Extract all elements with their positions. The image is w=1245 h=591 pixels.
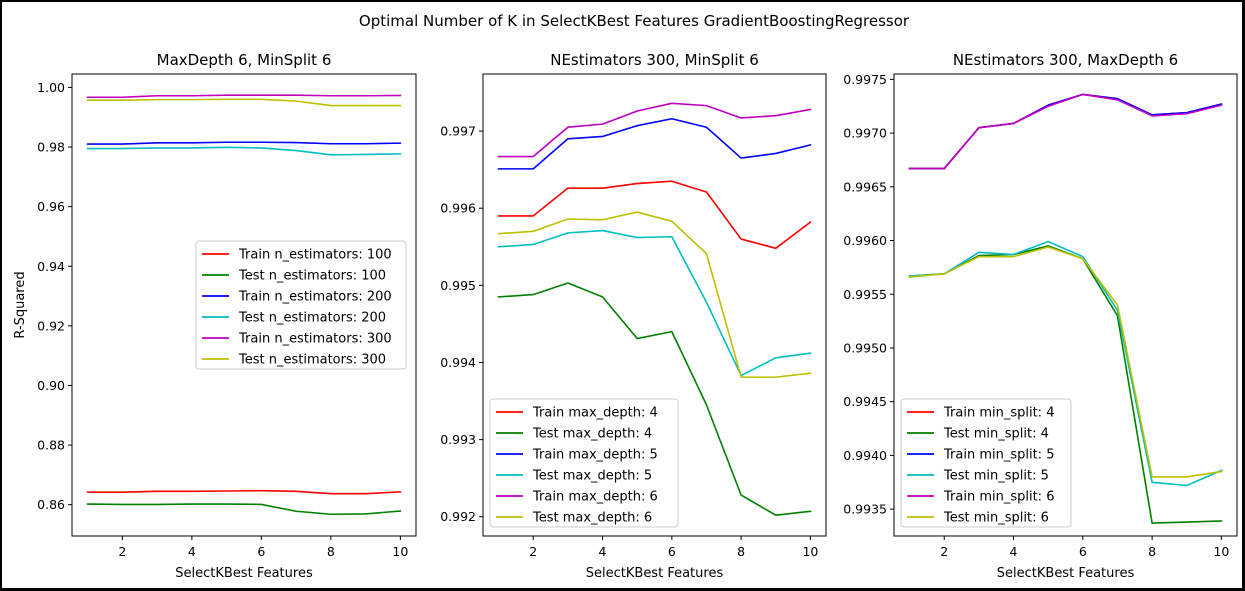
x-tick-label: 2 [529,544,537,559]
subplot-title: MaxDepth 6, MinSplit 6 [157,51,332,69]
series-line-1 [86,489,402,495]
y-tick-label: 0.995 [440,278,476,293]
x-tick-label: 8 [1148,544,1156,559]
series-line-1 [497,180,812,250]
subplot-title: NEstimators 300, MaxDepth 6 [953,51,1178,69]
legend-label-4: Test min_split: 5 [943,469,1049,484]
y-tick-label: 0.9940 [843,448,887,463]
series-line-3 [497,117,812,170]
x-tick-label: 8 [737,544,745,559]
subplot-1: MaxDepth 6, MinSplit 6 2 4 6 8 10 0.86 0.88 0.90… [13,51,417,581]
x-tick-label: 6 [1079,544,1087,559]
subplots-group: MaxDepth 6, MinSplit 6 2 4 6 8 10 0.86 0.88 0.90… [13,51,1238,581]
legend: Train n_estimators: 100 Test n_estimators… [195,240,407,370]
y-tick-label: 0.9965 [843,179,887,194]
legend-label-6: Test max_depth: 6 [532,511,652,526]
series-group [908,93,1223,524]
y-tick-label: 0.98 [37,140,65,155]
subplot-3: NEstimators 300, MaxDepth 6 2 4 6 8 10 0.9935 0… [843,51,1238,581]
legend-label-3: Train min_split: 5 [943,448,1054,463]
legend-box [195,240,407,370]
series-line-3 [86,141,402,145]
y-tick-label: 0.94 [37,259,65,274]
legend-label-5: Train max_depth: 6 [532,490,658,505]
y-tick-label: 0.9955 [843,287,887,302]
legend-label-2: Test n_estimators: 100 [238,269,386,284]
legend-label-3: Train max_depth: 5 [532,448,658,463]
y-tick-label: 0.9975 [843,72,887,87]
series-line-2 [86,503,402,516]
legend-label-1: Train max_depth: 4 [532,406,658,421]
figure-title: Optimal Number of K in SelectKBest Featu… [359,12,910,30]
x-tick-label: 10 [392,544,408,559]
subplot-title: NEstimators 300, MinSplit 6 [550,51,759,69]
series-line-4 [497,229,812,377]
x-tick-label: 2 [118,544,126,559]
y-tick-label: 0.86 [37,497,65,512]
y-tick-label: 0.88 [37,438,65,453]
axes-frame [482,73,827,537]
x-tick-label: 8 [327,544,335,559]
x-tick-label: 4 [1010,544,1018,559]
series-group [497,102,812,516]
series-line-1 [908,93,1223,170]
series-line-5 [497,102,812,158]
y-tick-label: 0.994 [440,355,476,370]
axes-frame [71,73,417,537]
series-line-3 [908,93,1223,170]
y-axis-label: R-Squared [13,271,28,338]
legend-label-6: Test min_split: 6 [943,511,1049,526]
y-tick-label: 0.993 [440,432,476,447]
series-line-6 [908,246,1223,478]
x-tick-label: 4 [599,544,607,559]
legend-label-4: Test n_estimators: 200 [238,311,386,326]
y-tick-label: 1.00 [37,80,65,95]
legend-label-3: Train n_estimators: 200 [238,290,392,305]
legend-label-6: Test n_estimators: 300 [238,353,386,368]
legend-label-2: Test max_depth: 4 [532,427,652,442]
legend: Train max_depth: 4 Test max_depth: 4 Train… [489,398,679,528]
series-line-4 [86,146,402,156]
x-tick-label: 10 [802,544,818,559]
legend-label-5: Train n_estimators: 300 [238,332,392,347]
x-tick-label: 6 [257,544,265,559]
y-tick-label: 0.997 [440,124,476,139]
series-group [86,94,402,516]
series-line-6 [497,211,812,378]
y-tick-label: 0.9950 [843,340,887,355]
x-tick-label: 4 [188,544,196,559]
legend: Train min_split: 4 Test min_split: 4 Train… [900,398,1072,528]
y-tick-label: 0.996 [440,201,476,216]
x-tick-label: 6 [668,544,676,559]
y-tick-label: 0.992 [440,509,476,524]
series-line-6 [86,98,402,107]
axes-frame [893,73,1238,537]
series-line-5 [86,94,402,99]
x-axis-label: SelectKBest Features [175,566,313,581]
legend-label-2: Test min_split: 4 [943,427,1049,442]
y-tick-label: 0.90 [37,378,65,393]
series-line-5 [908,93,1223,170]
y-tick-label: 0.9970 [843,126,887,141]
subplot-2: NEstimators 300, MinSplit 6 2 4 6 8 10 0.992 0.… [440,51,827,581]
y-tick-label: 0.92 [37,318,65,333]
y-tick-label: 0.96 [37,199,65,214]
y-tick-label: 0.9935 [843,502,887,517]
legend-label-5: Train min_split: 6 [943,490,1054,505]
series-line-2 [497,282,812,516]
legend-label-1: Train min_split: 4 [943,406,1054,421]
x-tick-label: 2 [940,544,948,559]
legend-label-1: Train n_estimators: 100 [238,248,392,263]
x-axis-label: SelectKBest Features [997,566,1135,581]
legend-label-4: Test max_depth: 5 [532,469,652,484]
y-tick-label: 0.9945 [843,394,887,409]
x-tick-label: 10 [1213,544,1229,559]
series-line-4 [908,240,1223,487]
legend-box [489,398,679,528]
legend-box [900,398,1072,528]
x-axis-label: SelectKBest Features [586,566,724,581]
y-tick-label: 0.9960 [843,233,887,248]
